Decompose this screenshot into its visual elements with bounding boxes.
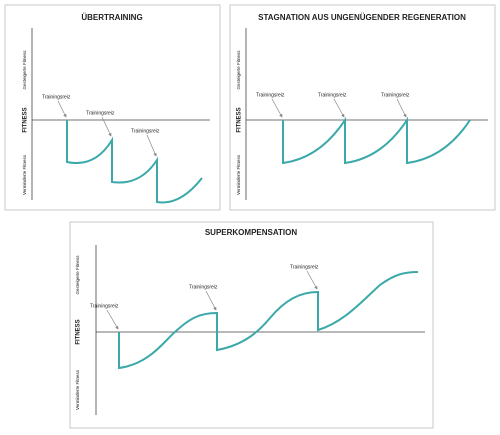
arrow: [106, 309, 119, 330]
panel-overtraining: ÜBERTRAINING Gesteigerte Fitness FITNESS…: [4, 4, 221, 211]
stimulus-label: Trainingsreiz: [318, 92, 347, 98]
arrow: [205, 290, 217, 311]
stimulus-label: Trainingsreiz: [381, 92, 410, 98]
panel-title: ÜBERTRAINING: [81, 13, 142, 22]
arrow: [271, 98, 283, 118]
panel-frame: [69, 221, 434, 429]
axis-label: Gesteigerte Fitness: [22, 50, 27, 90]
fitness-curve: [282, 116, 471, 165]
axis-label: Verminderte Fitness: [75, 369, 80, 410]
axis-label: Verminderte Fitness: [22, 154, 27, 195]
panel-title: SUPERKOMPENSATION: [205, 228, 298, 237]
stimulus-label: Trainingsreiz: [189, 284, 218, 290]
stimulus-label: Trainingsreiz: [42, 94, 71, 100]
panel-frame: [229, 4, 496, 211]
stimulus-label: Trainingsreiz: [131, 128, 160, 134]
arrow: [101, 116, 112, 137]
axis-label: Gesteigerte Fitness: [75, 255, 80, 295]
fitness-curve: [118, 271, 419, 370]
arrow: [306, 270, 318, 290]
panel-stagnation: STAGNATION AUS UNGENÜGENDER REGENERATION…: [229, 4, 496, 211]
axis-label: FITNESS: [76, 319, 82, 344]
axis-label: FITNESS: [237, 107, 243, 132]
fitness-curve: [66, 120, 203, 204]
stimulus-label: Trainingsreiz: [90, 303, 119, 309]
axis-label: FITNESS: [23, 107, 29, 132]
arrow: [396, 98, 407, 118]
panel-supercompensation: SUPERKOMPENSATION Gesteigerte Fitness FI…: [69, 221, 434, 429]
arrow: [333, 98, 345, 118]
axis-label: Gesteigerte Fitness: [236, 50, 241, 90]
arrow: [57, 100, 67, 118]
stimulus-label: Trainingsreiz: [86, 110, 115, 116]
axis-label: Verminderte Fitness: [236, 154, 241, 195]
stimulus-label: Trainingsreiz: [256, 92, 285, 98]
stimulus-label: Trainingsreiz: [290, 264, 319, 270]
arrow: [146, 134, 157, 157]
panel-title: STAGNATION AUS UNGENÜGENDER REGENERATION: [258, 13, 466, 22]
